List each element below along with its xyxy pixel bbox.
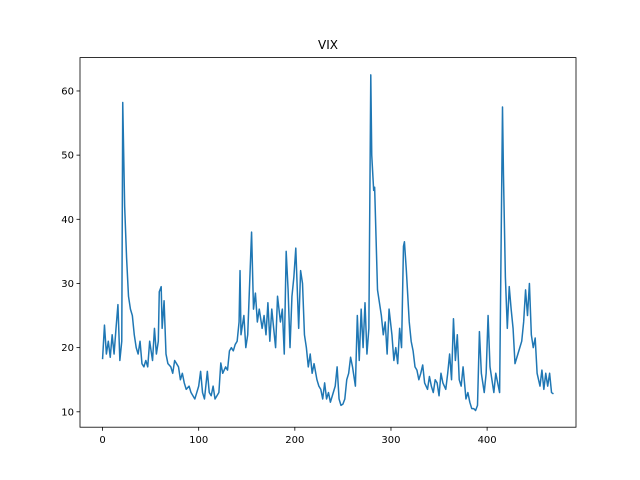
y-tick-label: 50 [61,151,74,162]
x-tick-label: 200 [285,435,304,446]
x-tick-label: 400 [478,435,497,446]
x-tick-label: 0 [99,435,105,446]
x-tick-label: 100 [189,435,208,446]
y-tick-label: 40 [61,215,74,226]
axes-frame [79,57,577,428]
line-series [101,74,554,412]
y-tick-label: 30 [61,279,74,290]
y-tick-label: 60 [61,86,74,97]
chart-title: VIX [318,38,338,52]
y-tick-label: 10 [61,407,74,418]
x-tick-label: 300 [381,435,400,446]
y-tick-label: 20 [61,343,74,354]
